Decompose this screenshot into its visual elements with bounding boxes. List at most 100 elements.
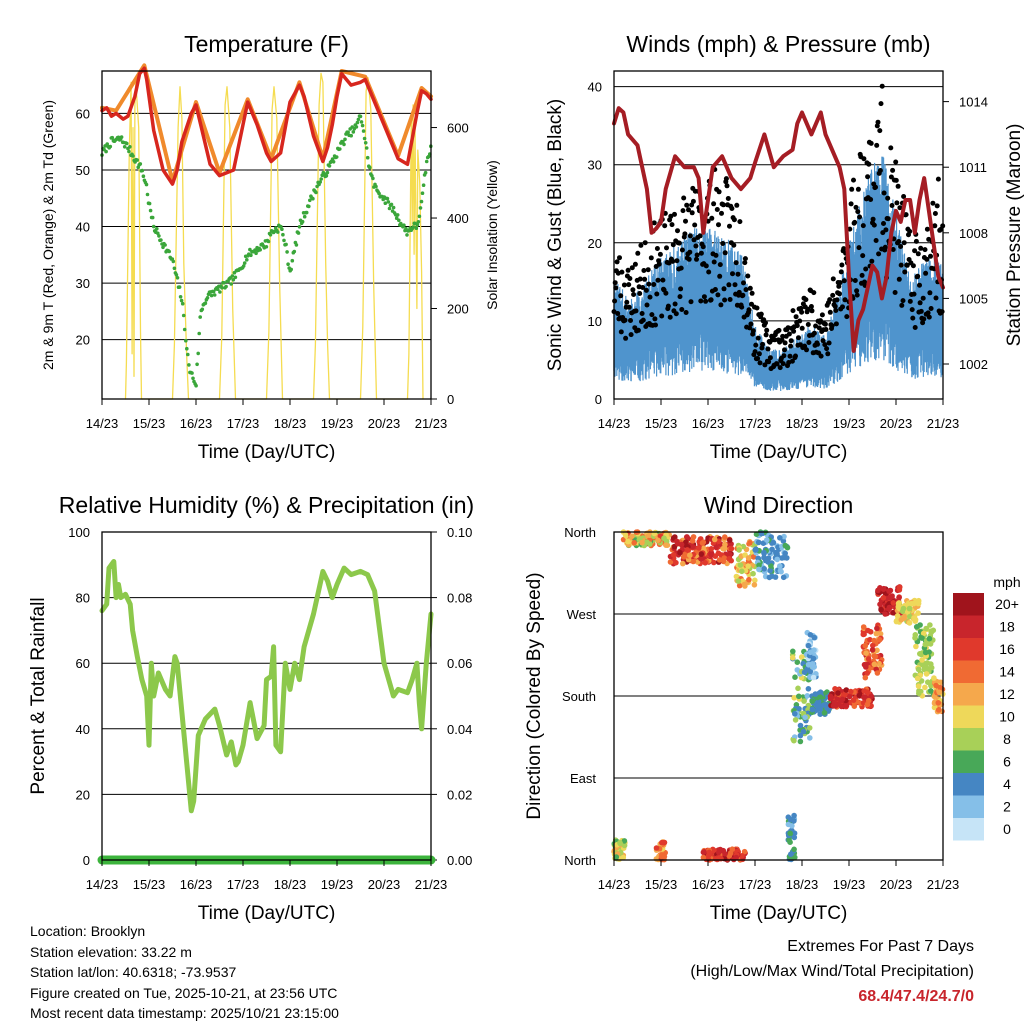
direction-marker: [687, 552, 693, 558]
gust-marker: [790, 308, 796, 314]
gust-marker: [619, 269, 625, 275]
gust-marker: [788, 338, 794, 344]
gust-marker: [614, 259, 620, 265]
winds-xtick-label: 18/23: [786, 416, 819, 431]
gust-marker: [924, 256, 930, 262]
direction-marker: [907, 613, 913, 620]
gust-marker: [729, 206, 735, 211]
dewpoint-marker: [197, 331, 201, 336]
dewpoint-marker: [289, 267, 294, 272]
station-location: Location: Brooklyn: [30, 923, 146, 939]
gust-marker: [688, 299, 694, 305]
gust-marker: [719, 210, 724, 216]
dewpoint-marker: [212, 293, 217, 297]
direction-marker: [797, 738, 804, 745]
gust-marker: [909, 307, 915, 313]
direction-marker: [728, 545, 735, 552]
winds-y2tick-label: 1011: [959, 160, 987, 175]
direction-marker: [831, 699, 838, 706]
gust-marker: [754, 305, 760, 311]
gust-marker: [830, 292, 836, 298]
dewpoint-marker: [268, 233, 273, 237]
dewpoint-marker: [128, 145, 132, 149]
dewpoint-marker: [411, 225, 416, 229]
gust-marker: [837, 291, 842, 297]
dewpoint-marker: [397, 218, 401, 223]
dewpoint-marker: [359, 120, 364, 124]
temperature-ytick-label: 30: [76, 276, 90, 291]
winds-xtick-label: 19/23: [833, 416, 866, 431]
legend-label: 2: [1003, 799, 1011, 815]
direction-marker: [862, 642, 869, 649]
direction-marker: [936, 689, 943, 696]
direction-marker: [911, 615, 917, 621]
gust-marker: [860, 223, 866, 229]
direction-marker: [913, 643, 919, 650]
dewpoint-marker: [282, 238, 286, 243]
direction-marker: [739, 568, 745, 575]
direction-marker: [931, 704, 938, 711]
direction-marker: [931, 675, 937, 681]
dewpoint-marker: [294, 243, 299, 247]
direction-marker: [923, 665, 930, 671]
gust-marker: [668, 213, 674, 219]
winds-y2tick-label: 1014: [959, 95, 988, 110]
gust-marker: [628, 318, 633, 323]
winds-ytick-label: 40: [588, 80, 602, 95]
dewpoint-marker: [284, 242, 288, 247]
gust-marker: [911, 291, 917, 297]
gust-marker: [797, 318, 803, 324]
direction-marker: [698, 555, 704, 562]
temperature-y2label: Solar Insolation (Yellow): [484, 160, 500, 310]
winds-ylabel: Sonic Wind & Gust (Blue, Black): [545, 99, 566, 371]
gust-marker: [836, 283, 842, 289]
direction-marker: [726, 537, 733, 543]
gust-marker: [618, 293, 624, 299]
temperature-ytick-label: 60: [76, 106, 90, 121]
gust-marker: [640, 285, 646, 290]
dewpoint-marker: [157, 234, 161, 238]
gust-marker: [700, 244, 706, 250]
direction-marker: [797, 722, 804, 729]
legend-swatch: [953, 773, 984, 796]
direction-marker: [872, 653, 879, 660]
direction-marker: [684, 547, 691, 553]
dewpoint-marker: [402, 223, 406, 227]
humidity-xlabel: Time (Day/UTC): [198, 903, 336, 924]
direction-marker: [810, 655, 817, 662]
legend-label: 18: [999, 619, 1015, 635]
gust-marker: [883, 227, 889, 233]
gust-marker: [782, 347, 787, 353]
direction-ytick-label: North: [564, 853, 596, 868]
gust-marker: [923, 270, 929, 276]
direction-panel: North East South West North Wind Direction Tim…: [524, 492, 1021, 924]
direction-marker: [893, 618, 900, 624]
dewpoint-marker: [266, 239, 271, 244]
dewpoint-marker: [343, 137, 347, 142]
gust-marker: [654, 291, 660, 297]
direction-marker: [886, 604, 893, 611]
gust-marker: [809, 308, 815, 314]
extremes-values: 68.4/47.4/24.7/0: [858, 988, 974, 1005]
temperature-ylabel: 2m & 9m T (Red, Orange) & 2m Td (Green): [40, 100, 56, 370]
dewpoint-marker: [417, 214, 422, 219]
dewpoint-marker: [314, 190, 318, 195]
gust-marker: [628, 332, 634, 338]
direction-marker: [864, 701, 871, 708]
direction-marker: [621, 838, 628, 844]
dewpoint-marker: [385, 196, 390, 201]
gust-marker: [716, 222, 721, 228]
gust-marker: [897, 205, 903, 211]
extremes-box: Extremes For Past 7 Days (High/Low/Max W…: [690, 934, 974, 1009]
gust-marker: [772, 337, 778, 343]
gust-marker: [638, 242, 644, 248]
direction-marker: [804, 693, 811, 699]
dewpoint-marker: [319, 177, 324, 181]
gust-marker: [847, 226, 853, 232]
direction-marker: [863, 650, 869, 656]
direction-xtick-label: 15/23: [645, 877, 678, 892]
gust-marker: [686, 207, 691, 213]
dewpoint-marker: [418, 206, 423, 210]
direction-marker: [800, 728, 807, 735]
